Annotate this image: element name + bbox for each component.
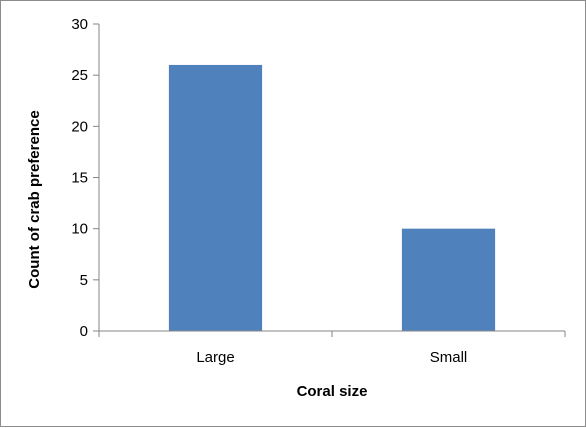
y-tick-label: 25 (71, 67, 88, 84)
x-tick-label-small: Small (430, 349, 468, 366)
y-tick-label: 10 (71, 221, 88, 238)
x-tick-label-large: Large (196, 349, 234, 366)
y-tick-label: 15 (71, 170, 88, 187)
bar-small (401, 228, 496, 331)
y-tick-label: 0 (80, 323, 88, 340)
ticks-layer: 0 5 10 15 20 25 30 Large Small (71, 16, 566, 366)
y-tick-label: 5 (80, 272, 88, 289)
y-axis-title: Count of crab preference (26, 110, 43, 288)
x-axis-title: Coral size (297, 383, 368, 400)
y-tick-label: 30 (71, 16, 88, 33)
bars-layer (168, 64, 496, 331)
bar-large (168, 64, 263, 331)
y-tick-label: 20 (71, 118, 88, 135)
